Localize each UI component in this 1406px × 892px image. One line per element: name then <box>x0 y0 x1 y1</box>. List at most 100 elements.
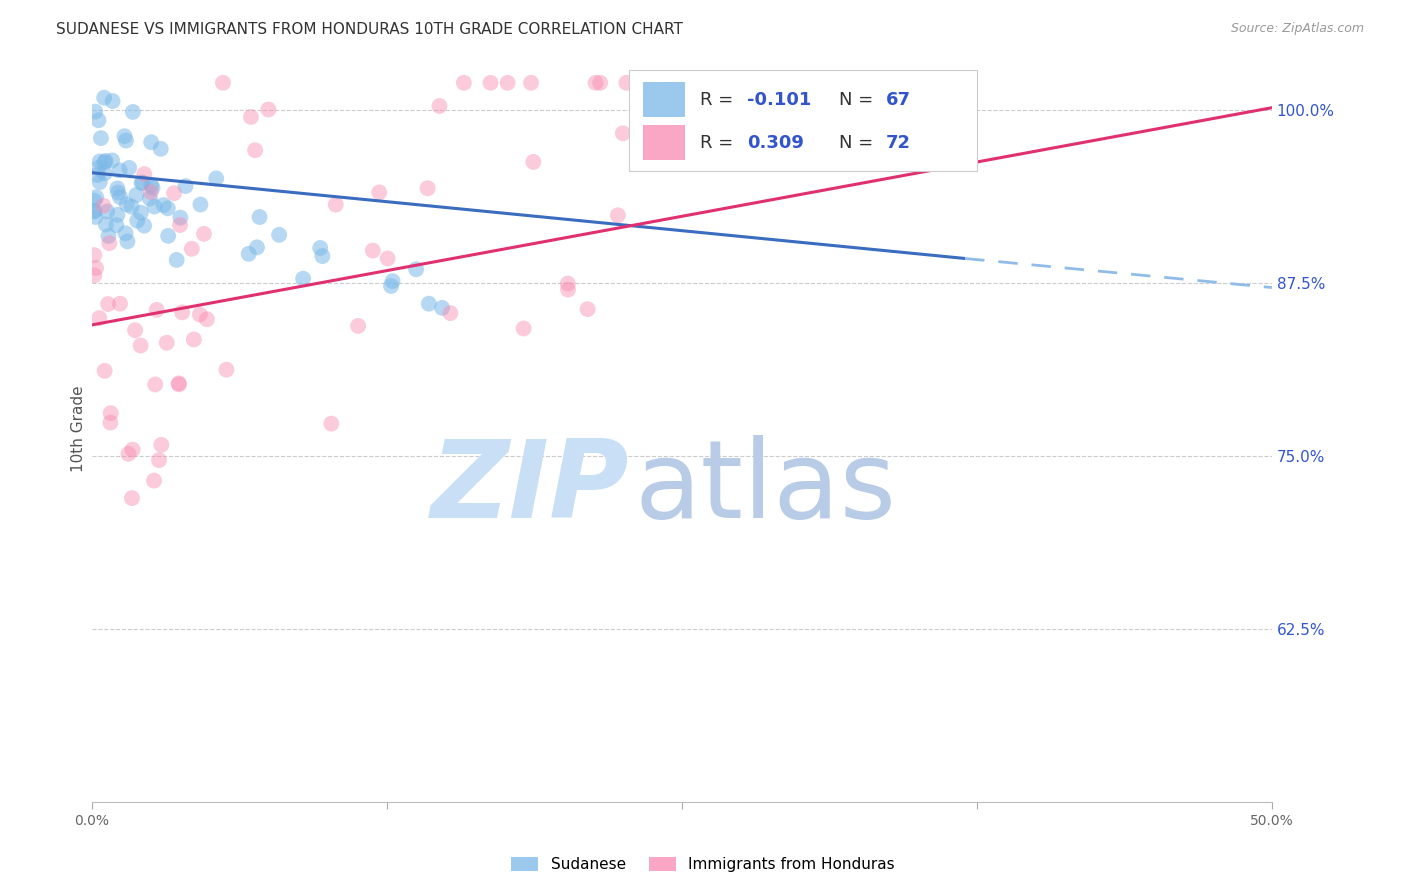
Point <box>769 111 792 125</box>
Point <box>93 166 115 180</box>
Point <box>87 161 110 175</box>
Point <box>139 191 162 205</box>
Point <box>100 406 122 420</box>
Point <box>118 161 141 175</box>
Point <box>83 268 105 283</box>
Point <box>292 271 315 285</box>
Point <box>148 453 170 467</box>
Point <box>108 190 131 204</box>
Point <box>589 76 612 90</box>
Point <box>606 208 628 222</box>
Point <box>418 296 440 310</box>
Point <box>121 491 143 505</box>
Point <box>325 197 347 211</box>
Point <box>141 135 163 149</box>
Point <box>557 283 579 297</box>
Point <box>195 312 218 326</box>
Point <box>96 204 118 219</box>
Point <box>676 76 699 90</box>
Text: R =: R = <box>700 134 738 152</box>
Point <box>361 244 384 258</box>
Point <box>108 296 131 310</box>
Text: R =: R = <box>700 91 738 109</box>
Point <box>93 199 115 213</box>
Point <box>557 277 579 291</box>
FancyBboxPatch shape <box>643 125 686 160</box>
Point <box>246 240 269 254</box>
Point <box>125 188 148 202</box>
Point <box>157 228 180 243</box>
Point <box>89 175 111 189</box>
Point <box>89 311 111 326</box>
Point <box>87 113 110 128</box>
Point <box>83 194 105 208</box>
Point <box>89 154 111 169</box>
Point <box>240 110 263 124</box>
Y-axis label: 10th Grade: 10th Grade <box>72 385 86 472</box>
Point <box>141 181 163 195</box>
Point <box>127 213 149 227</box>
Text: -0.101: -0.101 <box>747 91 811 109</box>
Point <box>257 103 280 117</box>
Point <box>107 181 129 195</box>
Point <box>84 210 107 224</box>
Text: N =: N = <box>839 91 879 109</box>
Point <box>115 197 138 211</box>
Text: Source: ZipAtlas.com: Source: ZipAtlas.com <box>1230 22 1364 36</box>
Point <box>124 323 146 337</box>
Point <box>101 94 124 108</box>
Point <box>105 218 128 232</box>
Point <box>156 202 179 216</box>
Point <box>731 76 754 90</box>
Point <box>167 377 190 392</box>
Point <box>215 362 238 376</box>
Point <box>115 134 138 148</box>
Point <box>183 333 205 347</box>
Point <box>381 274 404 288</box>
Point <box>243 143 266 157</box>
Point <box>416 181 439 195</box>
Text: 72: 72 <box>886 134 911 152</box>
FancyBboxPatch shape <box>628 70 977 171</box>
Text: 0.309: 0.309 <box>747 134 804 152</box>
Point <box>311 249 333 263</box>
Point <box>143 200 166 214</box>
Point <box>93 155 115 169</box>
Point <box>616 76 638 90</box>
Point <box>129 338 152 352</box>
Text: SUDANESE VS IMMIGRANTS FROM HONDURAS 10TH GRADE CORRELATION CHART: SUDANESE VS IMMIGRANTS FROM HONDURAS 10T… <box>56 22 683 37</box>
Point <box>696 76 718 90</box>
Point <box>90 131 112 145</box>
Point <box>430 301 453 315</box>
Point <box>163 186 186 201</box>
Point <box>97 229 120 244</box>
Point <box>84 190 107 204</box>
Point <box>576 302 599 317</box>
Point <box>93 91 115 105</box>
Point <box>156 335 179 350</box>
Point <box>453 76 475 90</box>
Point <box>585 76 607 90</box>
Point <box>83 204 105 219</box>
Point <box>377 252 399 266</box>
Point <box>205 171 228 186</box>
Point <box>83 248 105 262</box>
Point <box>101 153 124 168</box>
Point <box>149 142 172 156</box>
Point <box>145 302 167 317</box>
Point <box>170 305 193 319</box>
Point <box>117 235 139 249</box>
Point <box>167 376 190 391</box>
Point <box>166 252 188 267</box>
Point <box>83 204 105 219</box>
Point <box>150 438 173 452</box>
Point <box>108 163 131 178</box>
Point <box>190 197 212 211</box>
Point <box>105 208 128 222</box>
Point <box>114 129 136 144</box>
Point <box>121 200 143 214</box>
Point <box>612 126 634 140</box>
Point <box>174 179 197 194</box>
Point <box>738 89 761 103</box>
Point <box>641 76 664 90</box>
